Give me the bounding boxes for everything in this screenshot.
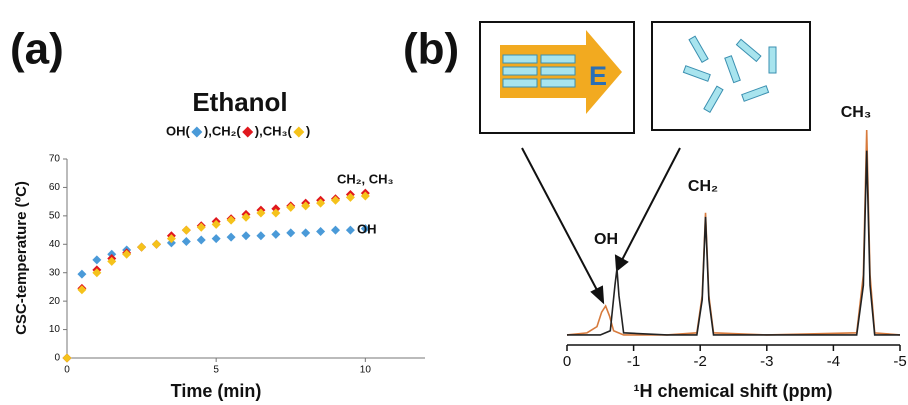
y-axis-label: CSC-temperature (ºC) [13,181,30,335]
point [331,196,340,205]
point [77,285,86,294]
x-tick-label: 0 [563,353,571,370]
annotation: CH₂ [688,178,718,195]
point [182,237,191,246]
point [286,228,295,237]
y-tick-label: 0 [54,353,60,364]
x-tick-label: 0 [64,365,70,376]
point [286,203,295,212]
chart-title: Ethanol [192,87,287,117]
point [152,240,161,249]
panel-label: (b) [403,25,459,74]
x-axis-label: ¹H chemical shift (ppm) [633,381,832,401]
y-tick-label: 60 [49,182,61,193]
x-tick-label: -1 [627,353,640,370]
inset-label: E [589,61,607,91]
legend-swatch [242,127,253,138]
inset-right [652,22,810,130]
legend-bracket: ( [186,123,191,138]
y-tick-label: 40 [49,239,61,250]
point [227,216,236,225]
point [197,223,206,232]
y-tick-label: 20 [49,296,61,307]
point [316,227,325,236]
point [92,255,101,264]
x-tick-label: -2 [694,353,707,370]
legend-swatch [191,127,202,138]
annotation: CH₃ [841,104,872,121]
point [331,226,340,235]
y-tick-label: 50 [49,210,61,221]
legend-label: CH₃ [263,123,288,138]
point [77,270,86,279]
point [212,234,221,243]
x-tick-label: -5 [893,353,906,370]
point [346,226,355,235]
annotation: OH [594,231,618,248]
point [197,236,206,245]
point [137,243,146,252]
figure: E 0102030405060700510EthanolOH(), CH₂(),… [0,0,908,405]
x-tick-label: -3 [760,353,773,370]
legend-label: CH₂ [212,123,237,138]
y-tick-label: 30 [49,267,61,278]
point [271,230,280,239]
legend-label: OH [166,123,186,138]
legend-bracket: ) [306,123,310,138]
legend-bracket: ( [287,123,292,138]
x-tick-label: 5 [213,365,219,376]
annotation: OH [357,221,377,236]
inset-left [480,22,634,133]
legend-bracket: ( [236,123,241,138]
point [256,231,265,240]
pointer-arrows [522,148,680,302]
point [301,228,310,237]
x-tick-label: 10 [360,365,372,376]
panel-label: (a) [10,25,64,74]
point [182,226,191,235]
point [63,354,72,363]
annotation: CH₂, CH₃ [337,171,394,186]
point [242,231,251,240]
legend-swatch [293,127,304,138]
y-tick-label: 70 [49,154,61,165]
x-axis-label: Time (min) [171,381,262,401]
y-tick-label: 10 [49,324,61,335]
x-tick-label: -4 [827,353,840,370]
point [227,233,236,242]
